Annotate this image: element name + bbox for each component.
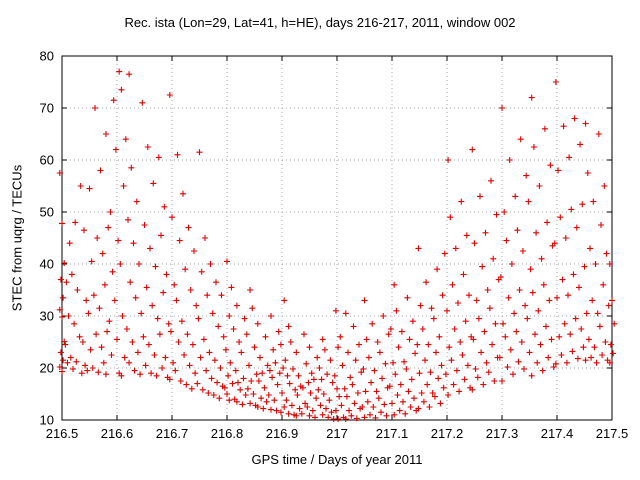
svg-text:70: 70 (40, 101, 54, 116)
y-axis-label: STEC from uqrg / TECUs (9, 164, 25, 312)
data-points (56, 68, 618, 422)
svg-text:216.8: 216.8 (211, 426, 244, 441)
svg-text:60: 60 (40, 153, 54, 168)
svg-text:30: 30 (40, 309, 54, 324)
svg-text:80: 80 (40, 49, 54, 64)
svg-text:216.9: 216.9 (266, 426, 299, 441)
svg-text:20: 20 (40, 361, 54, 376)
svg-text:217.3: 217.3 (486, 426, 519, 441)
plot-border (61, 55, 613, 421)
svg-text:217.4: 217.4 (541, 426, 574, 441)
y-tick-labels: 10 20 30 40 50 60 70 80 (40, 49, 54, 428)
svg-text:217.2: 217.2 (431, 426, 464, 441)
x-tick-labels: 216.5 216.6 216.7 216.8 216.9 217 217.1 217.2 21… (46, 426, 629, 441)
svg-text:50: 50 (40, 205, 54, 220)
chart-title: Rec. ista (Lon=29, Lat=41, h=HE), days 2… (124, 15, 516, 30)
x-axis-label: GPS time / Days of year 2011 (251, 452, 423, 467)
svg-text:216.6: 216.6 (101, 426, 134, 441)
svg-text:10: 10 (40, 413, 54, 428)
svg-text:216.7: 216.7 (156, 426, 189, 441)
svg-text:217.5: 217.5 (596, 426, 629, 441)
svg-text:40: 40 (40, 257, 54, 272)
svg-text:216.5: 216.5 (46, 426, 79, 441)
svg-text:217: 217 (326, 426, 348, 441)
svg-text:217.1: 217.1 (376, 426, 409, 441)
